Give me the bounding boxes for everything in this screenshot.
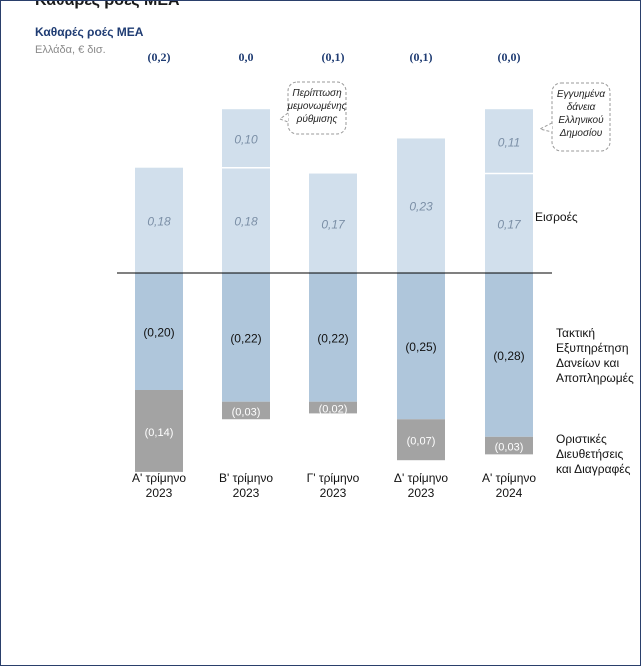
callout-box-2: [287, 81, 347, 135]
label-inflow-2: 0,18: [234, 214, 258, 228]
label-settlements-1: (0,14): [145, 427, 174, 439]
bar-inflow-3: [309, 173, 357, 273]
category-label-2-2: 2023: [233, 486, 260, 500]
bar-settlements-3: [309, 401, 357, 414]
legend-label-3-3: και Διαγραφές: [556, 462, 631, 476]
bar-inflow-2: [222, 167, 270, 273]
label-settlements-3: (0,02): [319, 404, 348, 416]
chart-subtitle: Ελλάδα, € δισ.: [35, 44, 106, 56]
callout-text-2-1: Περίπτωση: [292, 87, 342, 99]
category-label-5-2: 2024: [496, 486, 523, 500]
bar-inflow-1: [135, 167, 183, 273]
net-label-1: (0,2): [148, 50, 171, 64]
category-label-4-1: Δ' τρίμηνο: [394, 471, 448, 485]
label-extra-inflow-5: 0,11: [498, 135, 520, 149]
bar-extra-inflow-5: [485, 109, 533, 174]
callout-text-2-2: μεμονωμένης: [287, 100, 347, 112]
bar-settlements-5: [485, 436, 533, 455]
callout-text-5-1: Εγγυημένα: [557, 88, 606, 100]
category-label-2-1: Β' τρίμηνο: [219, 471, 273, 485]
category-label-3-2: 2023: [320, 486, 347, 500]
bar-extra-inflow-2: [222, 109, 270, 168]
category-label-4-2: 2023: [408, 486, 435, 500]
legend-label-2-2: Εξυπηρέτηση: [556, 341, 629, 355]
top-title: Καθαρές ροές ΜΕΑ: [35, 0, 180, 9]
label-servicing-2: (0,22): [230, 331, 261, 345]
bar-inflow-5: [485, 173, 533, 273]
label-inflow-1: 0,18: [147, 214, 171, 228]
net-label-4: (0,1): [410, 50, 433, 64]
label-servicing-4: (0,25): [405, 340, 436, 354]
label-inflow-5: 0,17: [497, 217, 522, 231]
callout-text-2-3: ρύθμισης: [296, 113, 338, 125]
label-servicing-5: (0,28): [493, 349, 524, 363]
label-settlements-2: (0,03): [232, 406, 261, 418]
bar-servicing-5: [485, 273, 533, 437]
callout-pointer-2: [278, 112, 289, 123]
bar-settlements-4: [397, 419, 445, 461]
label-servicing-3: (0,22): [317, 331, 348, 345]
legend-label-3-2: Διευθετήσεις: [556, 447, 623, 461]
bar-servicing-2: [222, 273, 270, 402]
category-label-3-1: Γ' τρίμηνο: [307, 471, 360, 485]
callout-text-5-2: δάνεια: [567, 101, 596, 113]
legend-label-1-1: Εισροές: [535, 210, 578, 224]
label-extra-inflow-2: 0,10: [234, 132, 258, 146]
net-label-5: (0,0): [498, 50, 521, 64]
legend-label-2-3: Δανείων και: [556, 356, 619, 370]
net-label-2: 0,0: [239, 50, 254, 64]
bar-servicing-3: [309, 273, 357, 402]
label-inflow-4: 0,23: [409, 200, 433, 214]
category-label-1-1: Α' τρίμηνο: [132, 471, 186, 485]
bar-servicing-1: [135, 273, 183, 390]
legend-label-2-4: Αποπληρωμές: [556, 371, 634, 385]
label-inflow-3: 0,17: [321, 217, 346, 231]
callout-text-5-4: Δημοσίου: [559, 127, 603, 139]
bar-settlements-1: [135, 390, 183, 472]
bar-settlements-2: [222, 401, 270, 420]
net-label-3: (0,1): [322, 50, 345, 64]
bar-servicing-4: [397, 273, 445, 420]
category-label-5-1: Α' τρίμηνο: [482, 471, 536, 485]
legend-label-2-1: Τακτική: [556, 326, 595, 340]
label-servicing-1: (0,20): [143, 326, 174, 340]
legend-label-3-1: Οριστικές: [556, 432, 607, 446]
bar-inflow-4: [397, 138, 445, 273]
callout-text-5-3: Ελληνικού: [558, 114, 604, 126]
label-settlements-5: (0,03): [495, 442, 524, 454]
category-label-1-2: 2023: [146, 486, 173, 500]
callout-pointer-5: [538, 122, 553, 133]
label-settlements-4: (0,07): [407, 436, 436, 448]
callout-box-5: [551, 82, 611, 152]
chart-title: Καθαρές ροές ΜΕΑ: [35, 25, 144, 39]
